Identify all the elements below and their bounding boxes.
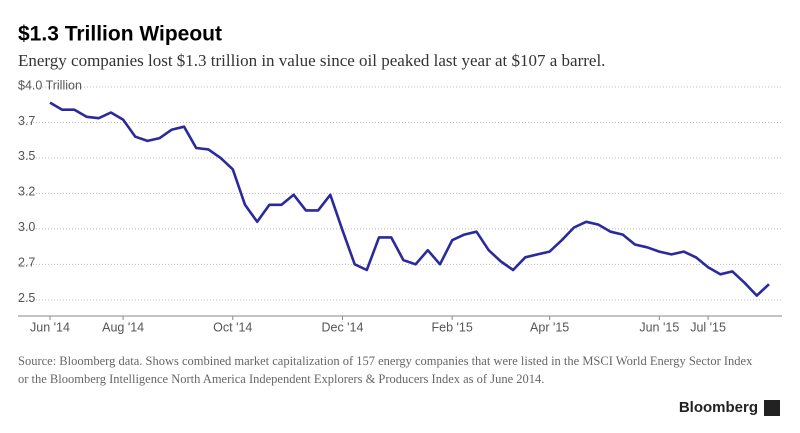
x-tick-label: Jun '15 xyxy=(639,320,679,334)
x-tick-label: Jul '15 xyxy=(690,320,726,334)
y-tick-label: $4.0 Trillion xyxy=(18,78,82,92)
x-tick-label: Dec '14 xyxy=(321,320,363,334)
y-tick-label: 3.2 xyxy=(18,185,35,199)
y-tick-label: 3.0 xyxy=(18,220,35,234)
data-line xyxy=(49,101,770,297)
brand-icon xyxy=(764,400,780,416)
y-tick-label: 2.7 xyxy=(18,256,35,270)
y-tick-label: 3.5 xyxy=(18,149,35,163)
x-tick-label: Feb '15 xyxy=(431,320,472,334)
brand-logo: Bloomberg xyxy=(678,399,758,416)
x-tick-label: Jun '14 xyxy=(30,320,70,334)
source-note: Source: Bloomberg data. Shows combined m… xyxy=(18,354,753,386)
y-tick-label: 3.7 xyxy=(18,114,35,128)
chart-title: $1.3 Trillion Wipeout xyxy=(18,23,222,46)
x-tick-label: Oct '14 xyxy=(213,320,252,334)
chart-subtitle: Energy companies lost $1.3 trillion in v… xyxy=(18,51,605,70)
x-tick-label: Aug '14 xyxy=(102,320,144,334)
y-tick-label: 2.5 xyxy=(18,291,35,305)
x-tick-label: Apr '15 xyxy=(530,320,569,334)
